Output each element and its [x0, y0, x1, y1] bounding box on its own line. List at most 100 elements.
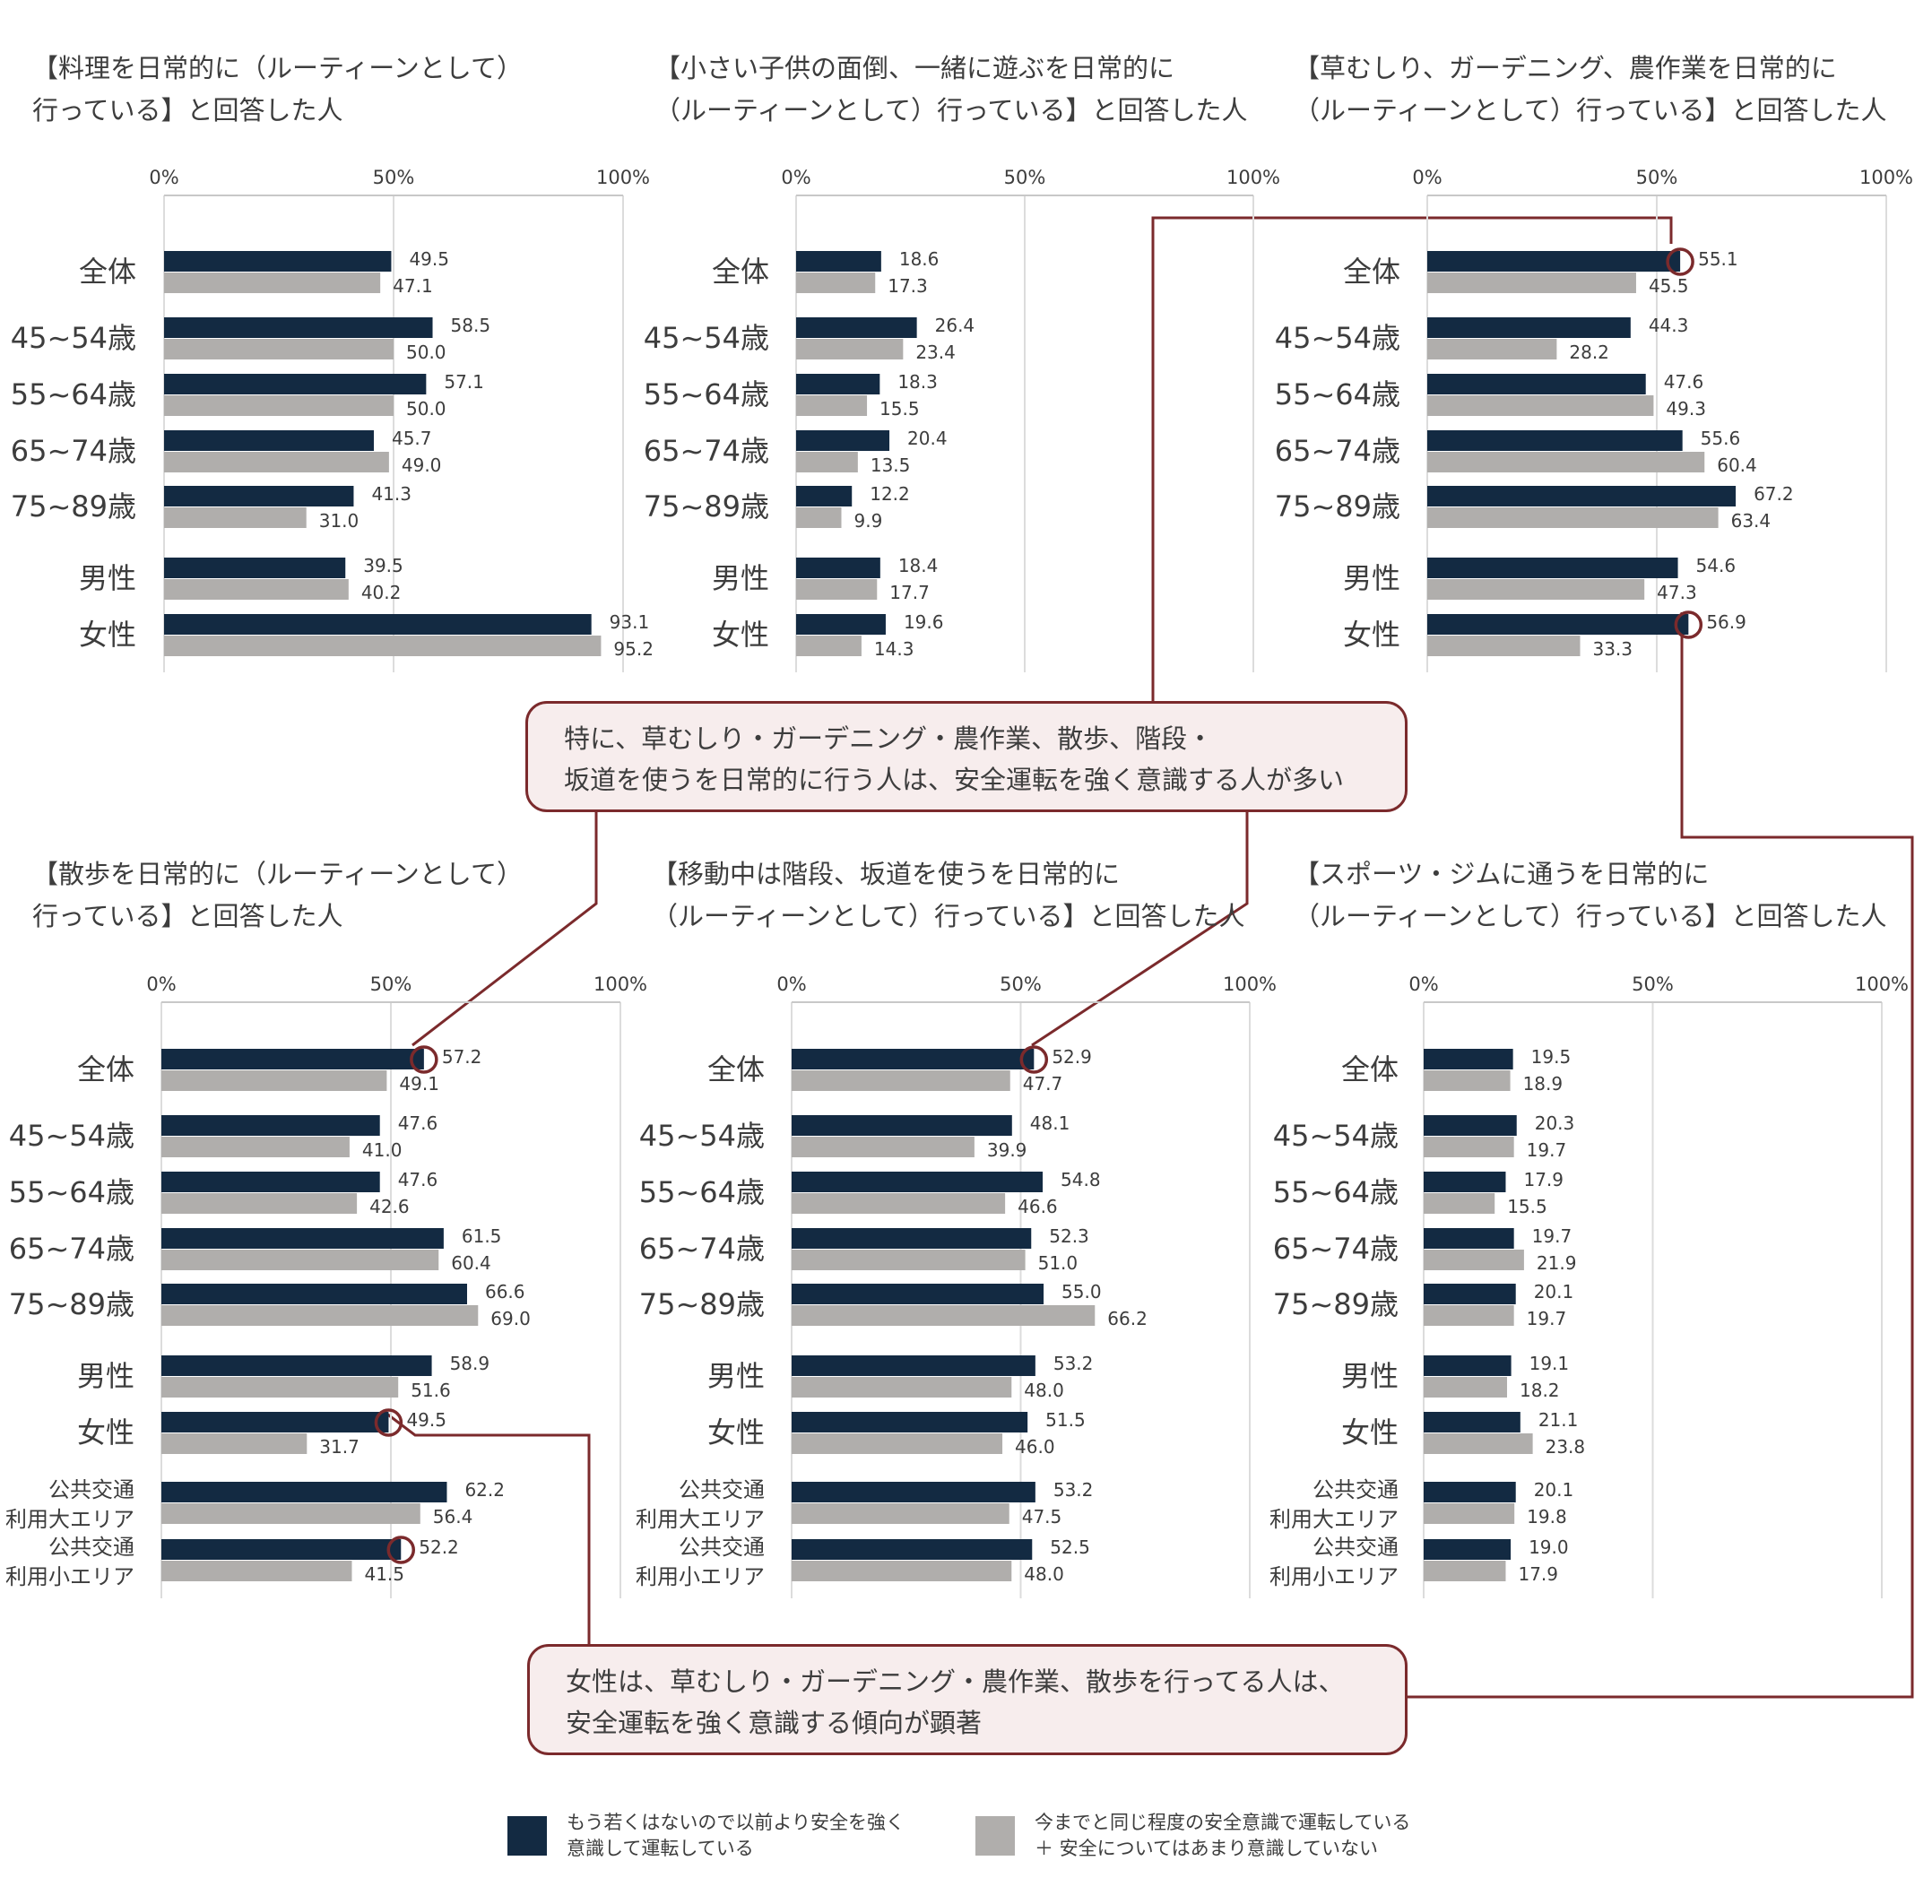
bar-series1: [792, 1228, 1032, 1249]
value-label-series1: 19.6: [904, 611, 944, 633]
x-tick-label: 0%: [776, 974, 806, 995]
value-label-series2: 17.9: [1518, 1563, 1558, 1585]
chart-panel-6: 【スポーツ・ジムに通うを日常的に （ルーティーンとして）行っている】と回答した人 0…: [1269, 859, 1909, 1598]
value-label-series1: 52.3: [1049, 1225, 1089, 1247]
category-label: 男性: [1341, 1359, 1399, 1393]
bar-series1: [1427, 558, 1678, 578]
value-label-series2: 42.6: [369, 1196, 410, 1217]
value-label-series1: 54.6: [1696, 555, 1737, 576]
legend-swatch-gray: [975, 1816, 1015, 1856]
chart-panel-4: 【散歩を日常的に（ルーティーンとして） 行っている】と回答した人 0% 50% 100%…: [5, 859, 647, 1598]
bar-series2: [796, 579, 878, 600]
value-label-series2: 28.2: [1569, 342, 1609, 363]
value-label-series2: 45.5: [1649, 275, 1689, 297]
bar-series2: [1427, 395, 1654, 416]
bar-series1: [161, 1284, 467, 1304]
value-label-series1: 55.1: [1698, 248, 1738, 270]
category-label: 55~64歳: [1273, 1175, 1399, 1209]
bar-series1: [792, 1172, 1044, 1192]
connector-grass-total: [1151, 216, 1673, 766]
value-label-series2: 47.1: [393, 275, 433, 297]
value-label-series1: 57.1: [444, 371, 484, 393]
bar-series1: [1424, 1482, 1516, 1502]
value-label-series1: 20.1: [1534, 1281, 1574, 1303]
bar-series1: [1424, 1228, 1514, 1249]
bar-series2: [792, 1561, 1012, 1581]
value-label-series1: 21.1: [1538, 1409, 1579, 1431]
category-label: 75~89歳: [1275, 489, 1400, 524]
bar-series1: [1427, 486, 1737, 506]
value-label-series2: 23.4: [915, 342, 956, 363]
value-label-series2: 14.3: [874, 638, 914, 660]
value-label-series1: 20.3: [1535, 1112, 1575, 1134]
bar-series2: [161, 1561, 352, 1581]
x-tick-label: 0%: [146, 974, 176, 995]
bar-series1: [1424, 1172, 1506, 1192]
category-label: 45~54歳: [644, 321, 769, 355]
category-label: 全体: [1341, 1052, 1399, 1086]
x-tick-label: 50%: [370, 974, 412, 995]
callout-top: 特に、草むしり・ガーデニング・農作業、散歩、階段・ 坂道を使うを日常的に行う人は…: [525, 701, 1408, 812]
bar-series2: [1427, 452, 1705, 472]
chart-title-line: 【スポーツ・ジムに通うを日常的に: [1294, 859, 1709, 889]
bar-series2: [792, 1503, 1009, 1524]
bar-series1: [796, 317, 917, 338]
legend-label-gray: 今までと同じ程度の安全意識で運転している ＋ 安全についてはあまり意識していない: [1035, 1812, 1411, 1859]
x-tick-label: 50%: [1632, 974, 1674, 995]
category-label: 全体: [707, 1052, 765, 1086]
value-label-series2: 41.5: [364, 1563, 404, 1585]
highlight-circle: [1019, 1045, 1049, 1074]
highlight-circle: [410, 1045, 438, 1074]
bar-series1: [796, 486, 853, 506]
bar-series2: [792, 1070, 1010, 1091]
category-label: 55~64歳: [639, 1175, 765, 1209]
x-tick-label: 50%: [373, 167, 415, 188]
bar-series1: [1424, 1115, 1517, 1136]
category-label: 女性: [1341, 1415, 1399, 1450]
bar-series1: [161, 1355, 432, 1376]
x-tick-label: 0%: [1412, 167, 1442, 188]
x-tick-label: 50%: [1000, 974, 1042, 995]
bar-series2: [796, 395, 868, 416]
value-label-series1: 51.5: [1045, 1409, 1086, 1431]
bar-series1: [164, 430, 374, 451]
bar-series2: [161, 1250, 439, 1270]
value-label-series1: 49.5: [409, 248, 449, 270]
bar-series1: [792, 1115, 1012, 1136]
bar-series1: [164, 251, 392, 272]
x-tick-label: 100%: [1226, 167, 1280, 188]
value-label-series1: 56.9: [1706, 611, 1746, 633]
value-label-series1: 19.0: [1529, 1536, 1569, 1558]
bar-series1: [164, 614, 592, 635]
bar-series1: [796, 251, 881, 272]
category-label: 公共交通: [679, 1477, 765, 1502]
category-label: 全体: [1343, 255, 1400, 289]
value-label-series2: 49.0: [402, 454, 442, 476]
bar-series2: [792, 1433, 1003, 1454]
category-label: 45~54歳: [9, 1119, 134, 1153]
bar-series2: [161, 1070, 387, 1091]
bar-series2: [161, 1377, 399, 1398]
value-label-series1: 55.6: [1701, 428, 1741, 449]
value-label-series1: 53.2: [1053, 1353, 1094, 1374]
category-label: 公共交通: [1313, 1535, 1399, 1560]
value-label-series2: 63.4: [1731, 510, 1772, 532]
category-label: 55~64歳: [1275, 377, 1400, 411]
category-label: 全体: [712, 255, 769, 289]
category-label: 女性: [1343, 618, 1400, 652]
bar-series2: [796, 507, 842, 528]
bar-series1: [1424, 1049, 1513, 1069]
chart-title-line: 【小さい子供の面倒、一緒に遊ぶを日常的に: [654, 53, 1174, 83]
value-label-series1: 57.2: [442, 1046, 482, 1068]
bar-series2: [796, 636, 862, 656]
bar-series2: [164, 273, 381, 293]
category-label: 利用小エリア: [1269, 1564, 1399, 1589]
bar-series1: [164, 317, 433, 338]
value-label-series1: 49.5: [406, 1409, 446, 1431]
x-tick-label: 0%: [149, 167, 178, 188]
bar-series2: [161, 1433, 308, 1454]
value-label-series2: 47.7: [1023, 1073, 1063, 1095]
category-label: 女性: [707, 1415, 765, 1450]
bar-series2: [1424, 1377, 1508, 1398]
value-label-series2: 48.0: [1024, 1563, 1064, 1585]
